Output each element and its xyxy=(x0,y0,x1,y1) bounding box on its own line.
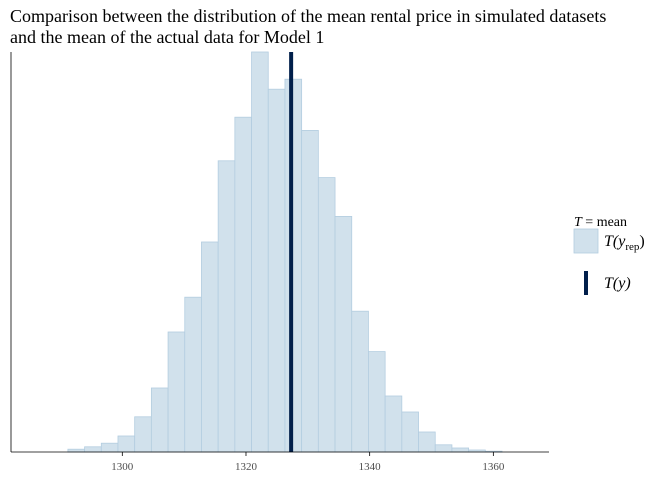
histogram-bar xyxy=(317,177,336,453)
histogram-bar xyxy=(434,444,453,453)
chart-title: Comparison between the distribution of t… xyxy=(10,6,650,48)
x-tick-label: 1320 xyxy=(235,461,258,473)
histogram-bar xyxy=(368,351,386,453)
histogram-bar xyxy=(284,78,303,453)
histogram-bars xyxy=(67,51,503,453)
histogram-bar xyxy=(184,296,202,453)
histogram-bar xyxy=(451,447,470,453)
histogram-bar xyxy=(384,395,403,453)
x-tick-label: 1360 xyxy=(482,461,505,473)
histogram-bar xyxy=(100,442,119,453)
legend-rep-swatch xyxy=(573,228,599,254)
histogram-bar xyxy=(201,241,219,453)
histogram-bar xyxy=(267,88,286,453)
legend-obs-label: T(y) xyxy=(604,275,631,292)
legend-title: T = mean xyxy=(574,215,627,230)
histogram-bar xyxy=(401,411,419,453)
histogram-bar xyxy=(334,215,353,453)
histogram-bar xyxy=(84,446,102,453)
histogram-bar xyxy=(351,310,369,453)
histogram-bar xyxy=(117,435,136,453)
legend-obs-swatch xyxy=(584,271,588,295)
histogram-bar xyxy=(167,331,186,453)
chart-title-line-1: Comparison between the distribution of t… xyxy=(10,6,607,26)
x-tick-label: 1340 xyxy=(359,461,382,473)
histogram-bar xyxy=(150,387,169,453)
legend-rep-label: T(yrep) xyxy=(604,233,645,253)
histogram-bar xyxy=(67,448,85,453)
histogram-bar xyxy=(234,116,252,453)
histogram-bar xyxy=(251,51,269,453)
chart-title-line-2: and the mean of the actual data for Mode… xyxy=(10,27,325,47)
x-axis-ticks: 1300 1320 1340 1360 xyxy=(111,452,505,473)
legend: T = mean T(yrep) T(y) xyxy=(573,215,645,295)
histogram-bar xyxy=(418,431,436,453)
histogram-bar xyxy=(301,129,319,453)
histogram-bar xyxy=(134,416,152,453)
x-tick-label: 1300 xyxy=(111,461,134,473)
histogram-bar xyxy=(217,160,236,453)
